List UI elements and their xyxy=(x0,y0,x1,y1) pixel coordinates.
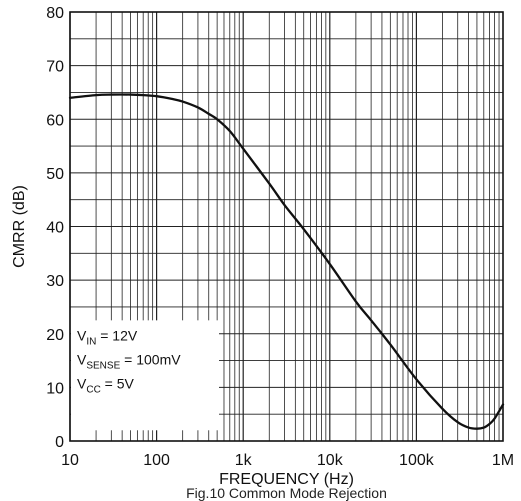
y-tick-label: 0 xyxy=(55,434,64,451)
x-tick-label: 100 xyxy=(143,452,170,469)
y-tick-labels: 0 10 20 30 40 50 60 70 80 xyxy=(46,5,64,451)
x-tick-labels: 10 100 1k 10k 100k 1M xyxy=(61,452,514,469)
legend-entry: VCC = 5V xyxy=(77,375,135,395)
x-tick-label: 100k xyxy=(399,452,435,469)
x-tick-label: 10 xyxy=(61,452,79,469)
x-tick-label: 10k xyxy=(317,452,344,469)
x-axis-label: FREQUENCY (Hz) xyxy=(219,471,354,488)
y-tick-label: 10 xyxy=(46,380,64,397)
legend-entry: VIN = 12V xyxy=(77,327,138,347)
plot-frame xyxy=(69,11,504,442)
cmrr-series-line xyxy=(68,93,505,430)
legend-background xyxy=(71,320,219,431)
figure-caption: Fig.10 Common Mode Rejection xyxy=(186,485,387,501)
y-tick-label: 70 xyxy=(46,59,64,76)
legend-entry: VSENSE = 100mV xyxy=(77,351,181,371)
y-tick-label: 40 xyxy=(46,220,64,237)
y-tick-label: 50 xyxy=(46,166,64,183)
legend: VIN = 12V VSENSE = 100mV VCC = 5V xyxy=(71,320,219,431)
y-tick-label: 80 xyxy=(46,5,64,22)
x-tick-label: 1k xyxy=(235,452,253,469)
y-axis-label: CMRR (dB) xyxy=(11,185,28,268)
x-tick-label: 1M xyxy=(492,452,514,469)
y-tick-label: 20 xyxy=(46,327,64,344)
y-tick-label: 30 xyxy=(46,273,64,290)
y-tick-label: 60 xyxy=(46,112,64,129)
